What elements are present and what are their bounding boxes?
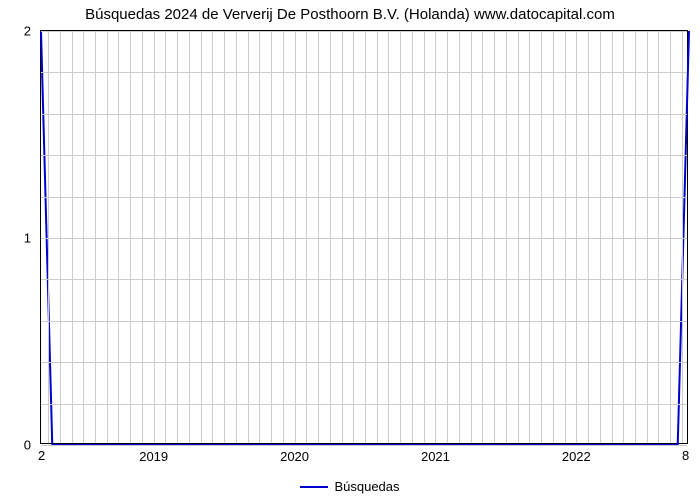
gridline-vertical: [365, 31, 366, 443]
chart-title: Búsquedas 2024 de Ververij De Posthoorn …: [0, 6, 700, 23]
gridline-vertical: [154, 31, 155, 443]
gridline-vertical: [623, 31, 624, 443]
gridline-vertical: [494, 31, 495, 443]
gridline-vertical: [201, 31, 202, 443]
gridline-vertical: [107, 31, 108, 443]
gridline-vertical: [83, 31, 84, 443]
gridline-vertical: [283, 31, 284, 443]
gridline-vertical: [165, 31, 166, 443]
x-tick-label: 2022: [562, 449, 591, 464]
gridline-vertical: [306, 31, 307, 443]
gridline-vertical: [142, 31, 143, 443]
gridline-vertical: [412, 31, 413, 443]
gridline-vertical: [212, 31, 213, 443]
gridline-vertical: [658, 31, 659, 443]
gridline-vertical: [60, 31, 61, 443]
legend: Búsquedas: [0, 478, 700, 494]
gridline-vertical: [635, 31, 636, 443]
y-tick-label: 0: [24, 438, 31, 453]
gridline-vertical: [48, 31, 49, 443]
gridline-horizontal: [41, 72, 687, 73]
gridline-vertical: [541, 31, 542, 443]
gridline-horizontal: [41, 155, 687, 156]
y-tick-label: 1: [24, 231, 31, 246]
gridline-horizontal: [41, 362, 687, 363]
gridline-vertical: [670, 31, 671, 443]
gridline-vertical: [248, 31, 249, 443]
corner-label-right: 8: [682, 448, 689, 463]
gridline-horizontal: [41, 31, 687, 32]
gridline-vertical: [295, 31, 296, 443]
gridline-vertical: [224, 31, 225, 443]
gridline-vertical: [236, 31, 237, 443]
gridline-horizontal: [41, 279, 687, 280]
gridline-vertical: [506, 31, 507, 443]
gridline-vertical: [118, 31, 119, 443]
gridline-vertical: [271, 31, 272, 443]
gridline-vertical: [388, 31, 389, 443]
gridline-vertical: [529, 31, 530, 443]
gridline-vertical: [424, 31, 425, 443]
gridline-vertical: [576, 31, 577, 443]
gridline-vertical: [447, 31, 448, 443]
gridline-vertical: [342, 31, 343, 443]
gridline-vertical: [259, 31, 260, 443]
gridline-vertical: [72, 31, 73, 443]
legend-label: Búsquedas: [334, 479, 399, 494]
gridline-vertical: [553, 31, 554, 443]
y-tick-label: 2: [24, 24, 31, 39]
corner-label-left: 2: [38, 448, 45, 463]
gridline-vertical: [518, 31, 519, 443]
gridline-horizontal: [41, 404, 687, 405]
gridline-vertical: [330, 31, 331, 443]
gridline-vertical: [353, 31, 354, 443]
gridline-horizontal: [41, 238, 687, 239]
gridline-vertical: [177, 31, 178, 443]
gridline-vertical: [471, 31, 472, 443]
gridline-vertical: [377, 31, 378, 443]
gridline-vertical: [435, 31, 436, 443]
chart-container: Búsquedas 2024 de Ververij De Posthoorn …: [0, 0, 700, 500]
x-tick-label: 2019: [139, 449, 168, 464]
gridline-vertical: [130, 31, 131, 443]
gridline-horizontal: [41, 197, 687, 198]
gridline-vertical: [400, 31, 401, 443]
gridline-vertical: [612, 31, 613, 443]
gridline-horizontal: [41, 114, 687, 115]
gridline-vertical: [588, 31, 589, 443]
gridline-horizontal: [41, 445, 687, 446]
gridline-vertical: [459, 31, 460, 443]
legend-swatch: [300, 486, 328, 488]
gridline-vertical: [482, 31, 483, 443]
x-tick-label: 2020: [280, 449, 309, 464]
gridline-vertical: [647, 31, 648, 443]
gridline-vertical: [682, 31, 683, 443]
gridline-vertical: [95, 31, 96, 443]
gridline-vertical: [318, 31, 319, 443]
gridline-horizontal: [41, 321, 687, 322]
plot-area: 0122019202020212022: [40, 30, 688, 444]
gridline-vertical: [189, 31, 190, 443]
gridline-vertical: [600, 31, 601, 443]
x-tick-label: 2021: [421, 449, 450, 464]
gridline-vertical: [565, 31, 566, 443]
